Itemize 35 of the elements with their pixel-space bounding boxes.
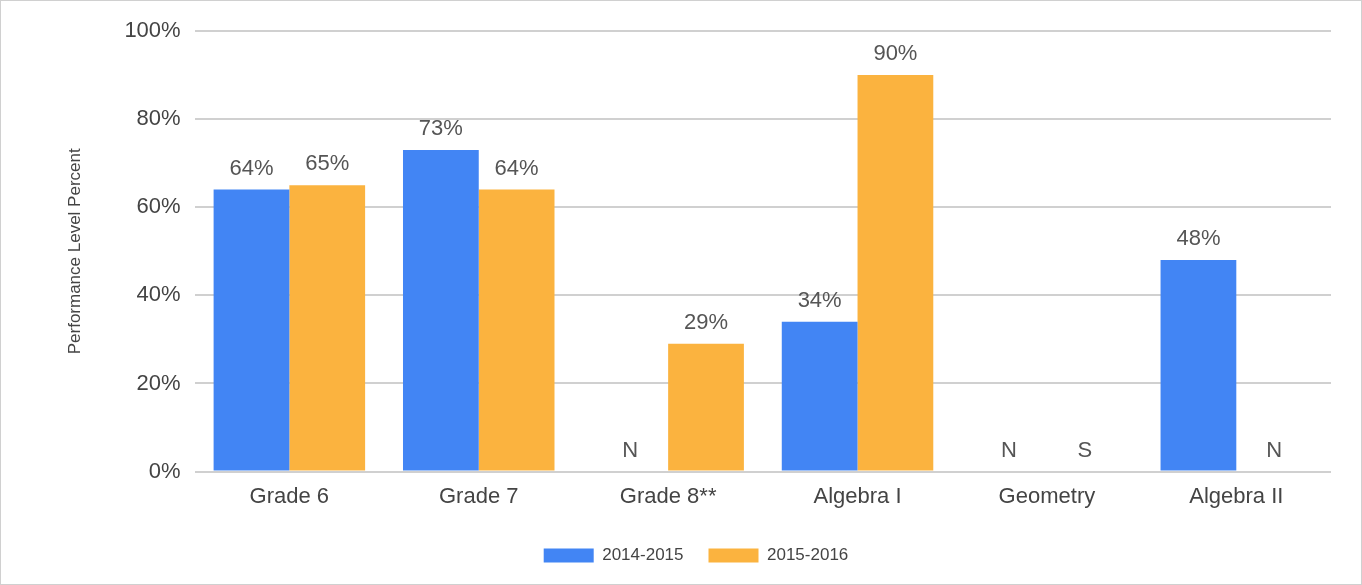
bar [781,321,858,471]
data-label: 34% [797,286,842,312]
legend-label: 2015-2016 [767,545,849,565]
bar [668,343,744,471]
bar [857,75,934,471]
text: N [1001,436,1017,462]
text: N [1266,436,1283,462]
y-tick-label: 40% [136,281,181,307]
x-tick-label: Grade 7 [439,482,519,508]
bar [1160,260,1237,471]
data-label: 64% [494,154,539,180]
bar [478,189,555,471]
data-label: 65% [305,150,350,176]
y-axis-title: Performance Level Percent [64,148,84,355]
x-tick-label: Grade 6 [249,482,330,508]
bar [403,149,479,471]
y-tick-label: 0% [148,457,181,483]
text: N [622,436,639,462]
x-tick-label: Geometry [998,482,1096,508]
data-label: 48% [1176,225,1221,251]
data-label: 64% [229,154,274,180]
y-tick-label: 20% [136,369,181,395]
text: S [1077,436,1093,462]
x-tick-label: Algebra II [1189,482,1284,508]
y-tick-label: 60% [136,193,181,219]
x-tick-label: Grade 8** [619,482,717,508]
x-tick-label: Algebra I [813,482,902,508]
data-label: 73% [418,115,463,141]
y-tick-label: 80% [136,105,181,131]
bar [289,185,366,471]
bar [213,189,290,471]
legend-label: 2014-2015 [602,545,684,565]
data-label: 29% [683,308,729,334]
y-tick-label: 100% [124,17,181,43]
data-label: 90% [873,40,918,66]
